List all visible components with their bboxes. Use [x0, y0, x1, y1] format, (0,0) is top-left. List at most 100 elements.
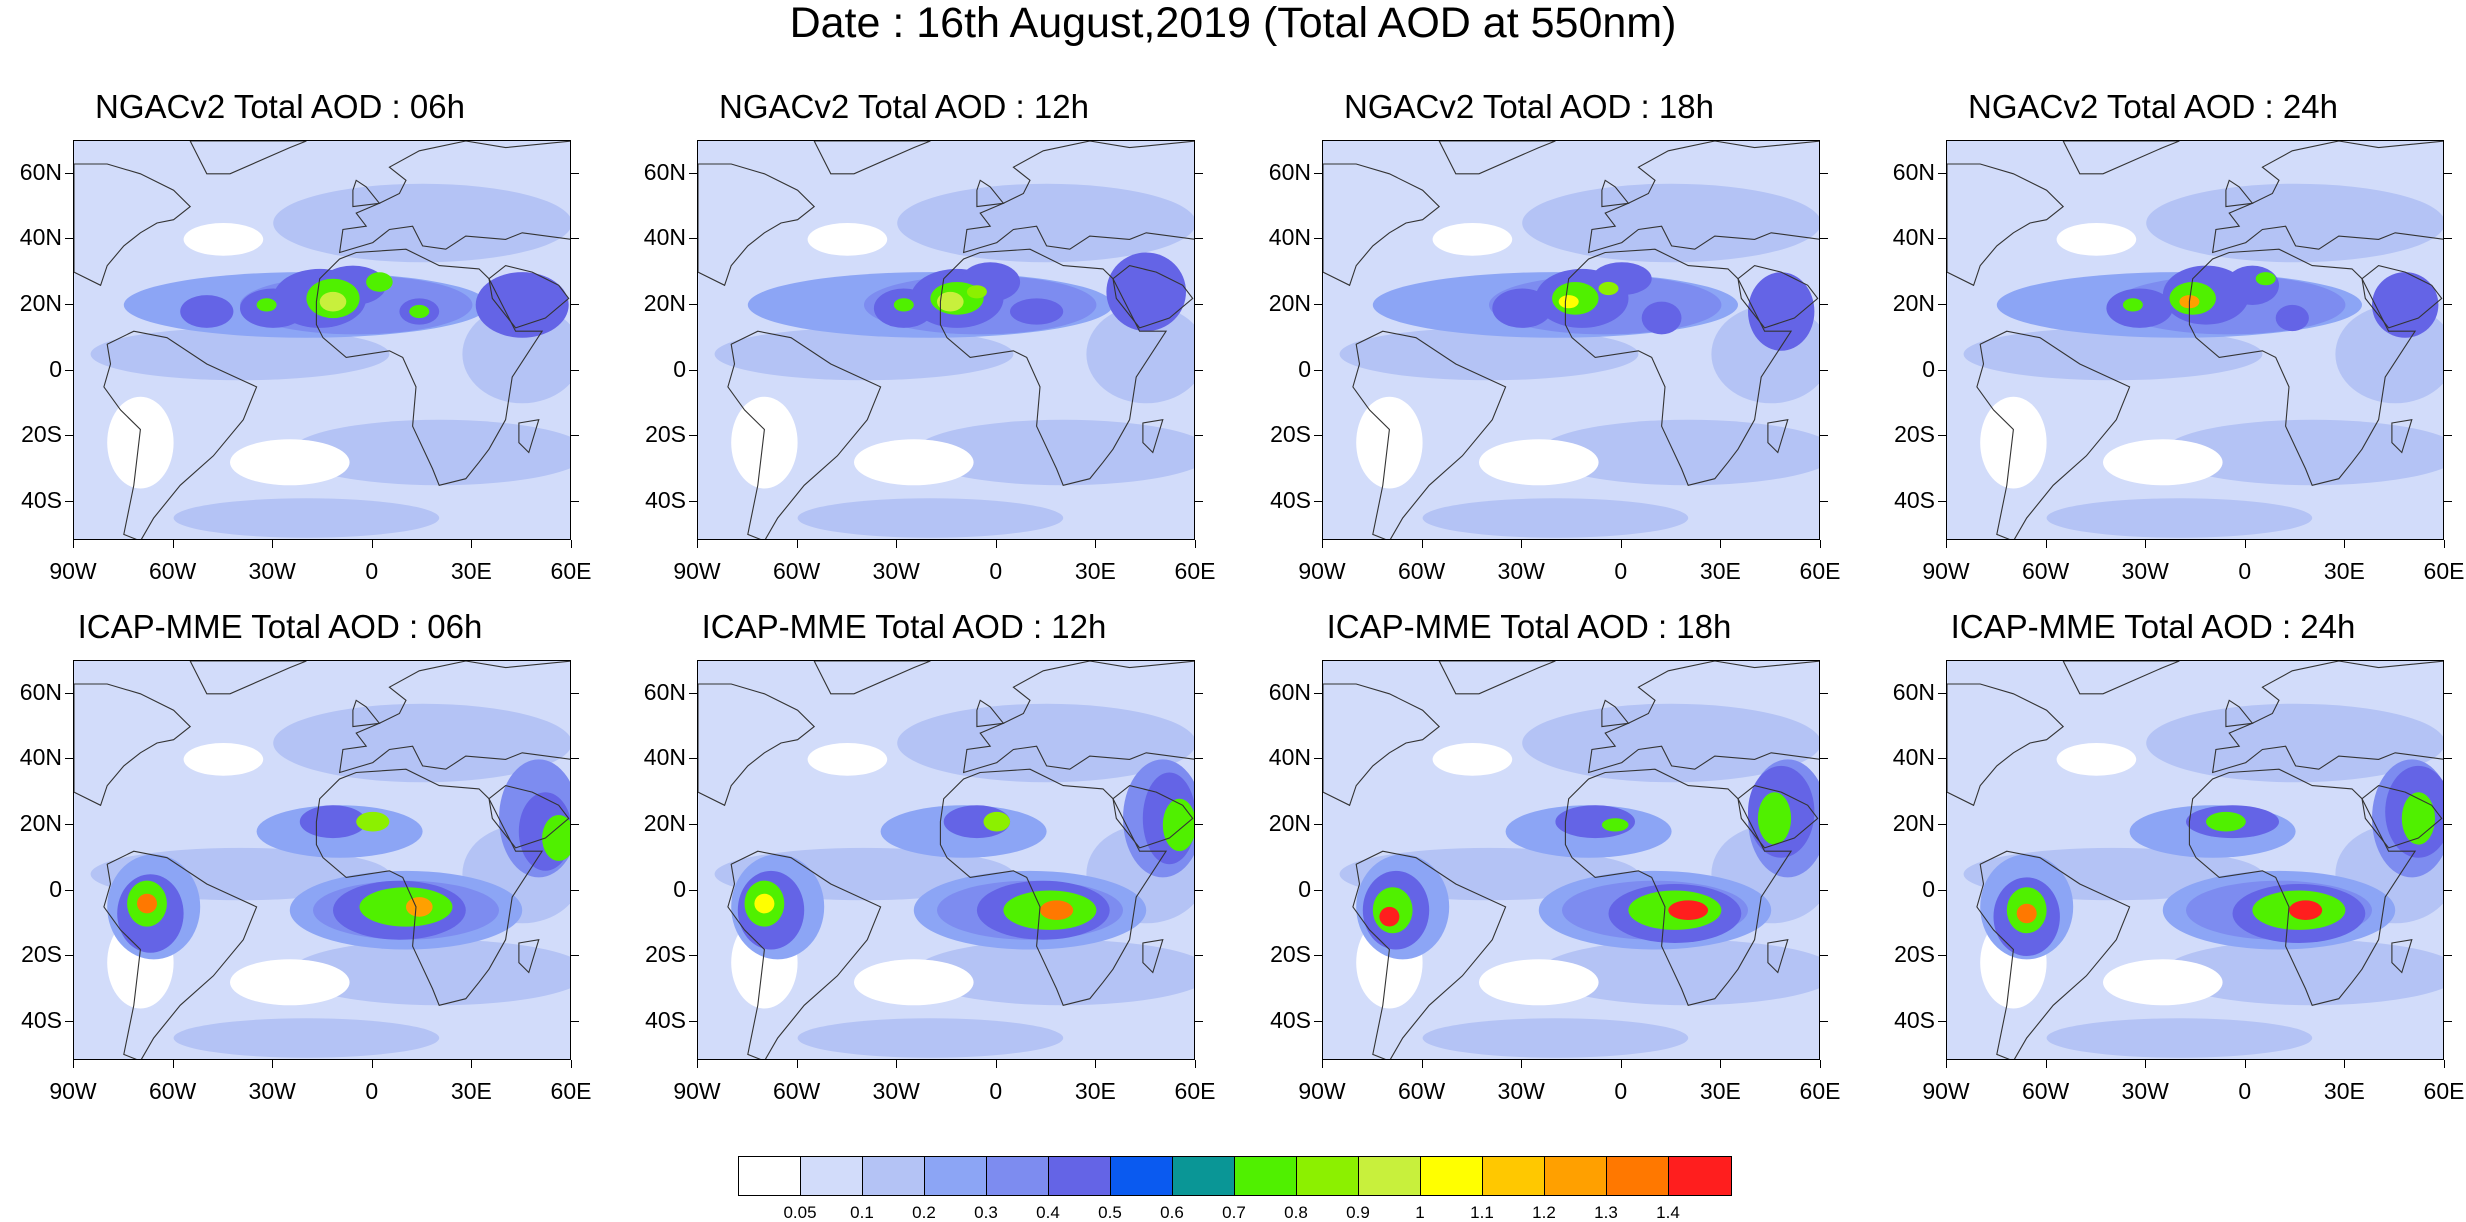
- aod-region: [1422, 498, 1689, 538]
- lat-tick-label: 40S: [1270, 1006, 1311, 1033]
- lon-tick-label: 0: [1614, 1078, 1628, 1104]
- lat-tick-left: [689, 500, 697, 502]
- lat-tick-left: [689, 303, 697, 305]
- lat-tick-left: [689, 692, 697, 694]
- lat-tick-right: [571, 238, 579, 240]
- lat-tick-left: [1938, 369, 1946, 371]
- arabia-coastline: [1737, 785, 1819, 849]
- greenland-coastline: [2062, 141, 2180, 175]
- lat-tick-left: [689, 172, 697, 174]
- arabia-coastline: [1112, 785, 1194, 849]
- colorbar-tick-label: 0.05: [783, 1203, 817, 1222]
- britain-coastline: [352, 699, 381, 728]
- colorbar-tick-label: 0.6: [1160, 1203, 1184, 1222]
- colorbar-swatch: [1669, 1157, 1731, 1195]
- lon-tick: [1521, 1060, 1523, 1068]
- lon-tick: [1720, 540, 1722, 548]
- map-panel: ICAP-MME Total AOD : 06h 60N 40N 20N 0 20S 40S…: [0, 608, 592, 1180]
- aod-clean-region: [183, 743, 264, 776]
- aod-hotspot: [406, 897, 433, 917]
- aod-field-layers: [90, 183, 570, 538]
- lat-tick-left: [65, 435, 73, 437]
- lat-tick-label: 20S: [645, 421, 686, 448]
- north-america-coastline: [698, 683, 816, 807]
- lat-tick-right: [571, 1020, 579, 1022]
- lat-tick-left: [689, 435, 697, 437]
- lon-tick-label: 30W: [1497, 558, 1545, 584]
- lat-tick-left: [1938, 435, 1946, 437]
- lat-tick-left: [65, 823, 73, 825]
- aod-hotspot: [2289, 900, 2323, 920]
- map-panel: ICAP-MME Total AOD : 18h 60N 40N 20N 0 20S 40S…: [1249, 608, 1841, 1180]
- aod-hotspot: [1757, 792, 1792, 845]
- lat-tick-left: [65, 500, 73, 502]
- map-plot-area: [1322, 660, 1820, 1060]
- lat-tick-label: 20S: [1894, 941, 1935, 968]
- aod-region: [714, 327, 1014, 381]
- lat-tick-right: [2444, 1020, 2452, 1022]
- lat-tick-left: [1938, 172, 1946, 174]
- aod-hotspot: [1040, 900, 1074, 920]
- lat-tick-left: [689, 955, 697, 957]
- arabia-coastline: [2361, 785, 2443, 849]
- lat-tick-left: [1314, 889, 1322, 891]
- panel-title: ICAP-MME Total AOD : 18h: [1326, 608, 1732, 645]
- aod-field-layers: [714, 703, 1194, 1058]
- lat-tick-left: [65, 692, 73, 694]
- lon-tick-label: 30W: [248, 558, 296, 584]
- lat-tick-left: [1314, 955, 1322, 957]
- lat-tick-right: [1820, 435, 1828, 437]
- lon-tick-label: 0: [2238, 558, 2252, 584]
- lat-tick-left: [1938, 758, 1946, 760]
- lat-tick-left: [65, 889, 73, 891]
- lon-tick: [2444, 540, 2445, 548]
- lon-tick-label: 60E: [1174, 558, 1216, 584]
- colorbar-tick-label: 1.2: [1532, 1203, 1556, 1222]
- lat-tick-label: 0: [1922, 355, 1935, 382]
- lat-tick-right: [571, 692, 579, 694]
- europe-coastline: [962, 661, 1194, 774]
- lon-tick: [73, 540, 74, 548]
- aod-region: [173, 1018, 440, 1058]
- colorbar-swatch: [1235, 1157, 1297, 1195]
- lon-tick: [1521, 540, 1523, 548]
- lat-tick-right: [1195, 238, 1203, 240]
- lat-tick-right: [1195, 692, 1203, 694]
- lat-tick-label: 20S: [1894, 421, 1935, 448]
- aod-field-layers: [714, 183, 1194, 538]
- lon-tick: [1820, 1060, 1821, 1068]
- lon-tick: [2244, 1060, 2246, 1068]
- lat-tick-left: [65, 1020, 73, 1022]
- lat-tick-right: [2444, 500, 2452, 502]
- map-plot-area: [1946, 660, 2444, 1060]
- aod-clean-region: [1432, 223, 1513, 256]
- aod-region: [1538, 419, 1819, 486]
- aod-hotspot: [893, 298, 914, 312]
- lat-tick-left: [1938, 889, 1946, 891]
- lon-tick: [896, 1060, 898, 1068]
- lat-tick-label: 0: [1298, 875, 1311, 902]
- lat-tick-right: [1195, 369, 1203, 371]
- colorbar-swatch: [1297, 1157, 1359, 1195]
- lon-tick: [371, 1060, 373, 1068]
- lon-tick-label: 0: [365, 558, 379, 584]
- lat-tick-left: [65, 238, 73, 240]
- lat-tick-label: 20N: [1892, 809, 1935, 836]
- north-america-coastline: [1323, 683, 1441, 807]
- map-plot-area: [697, 660, 1195, 1060]
- lat-tick-label: 20S: [1270, 941, 1311, 968]
- lat-tick-label: 40S: [1270, 486, 1311, 513]
- europe-coastline: [338, 661, 570, 774]
- lat-tick-label: 40N: [643, 744, 686, 771]
- aod-clean-region: [230, 439, 350, 486]
- colorbar-swatch: [1359, 1157, 1421, 1195]
- lat-tick-label: 20N: [1268, 809, 1311, 836]
- aod-region: [273, 183, 570, 263]
- panel-title: ICAP-MME Total AOD : 06h: [77, 608, 483, 645]
- lon-tick: [697, 1060, 698, 1068]
- lon-tick-label: 60E: [2423, 1078, 2465, 1104]
- lat-tick-label: 0: [673, 875, 686, 902]
- map-panel: NGACv2 Total AOD : 24h 60N 40N 20N 0 20S 40S 90…: [1873, 90, 2465, 660]
- lat-tick-right: [1820, 758, 1828, 760]
- lat-tick-right: [2444, 435, 2452, 437]
